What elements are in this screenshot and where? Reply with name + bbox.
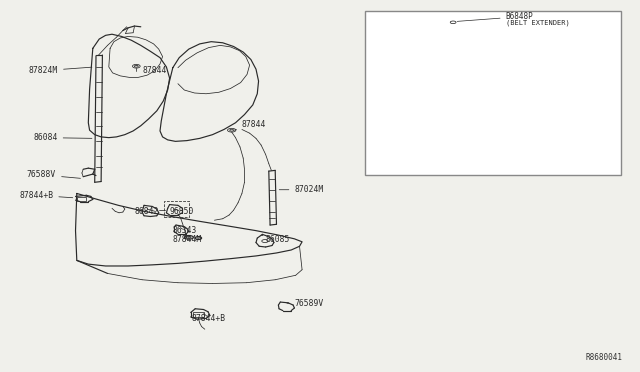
Bar <box>193 312 204 317</box>
Text: R8680041: R8680041 <box>585 353 622 362</box>
Text: 87844M: 87844M <box>173 235 202 244</box>
Text: 96850: 96850 <box>170 207 194 216</box>
Bar <box>77 197 86 201</box>
Text: 76589V: 76589V <box>287 299 324 308</box>
Text: 86842: 86842 <box>134 207 159 216</box>
Text: 87844: 87844 <box>136 65 166 75</box>
Bar <box>164 201 189 217</box>
Text: 86085: 86085 <box>261 235 290 244</box>
Text: 87024M: 87024M <box>279 185 324 194</box>
Text: 76588V: 76588V <box>27 170 81 179</box>
Text: 87844: 87844 <box>234 120 266 130</box>
Text: B6848P: B6848P <box>457 12 533 21</box>
Text: (BELT EXTENDER): (BELT EXTENDER) <box>506 20 570 26</box>
Text: 87844+B: 87844+B <box>19 191 73 200</box>
Text: 86343: 86343 <box>173 226 197 235</box>
Text: 86084: 86084 <box>33 133 92 142</box>
Bar <box>365 11 621 175</box>
Text: 87844+B: 87844+B <box>192 314 226 323</box>
Text: 87824M: 87824M <box>29 66 92 75</box>
